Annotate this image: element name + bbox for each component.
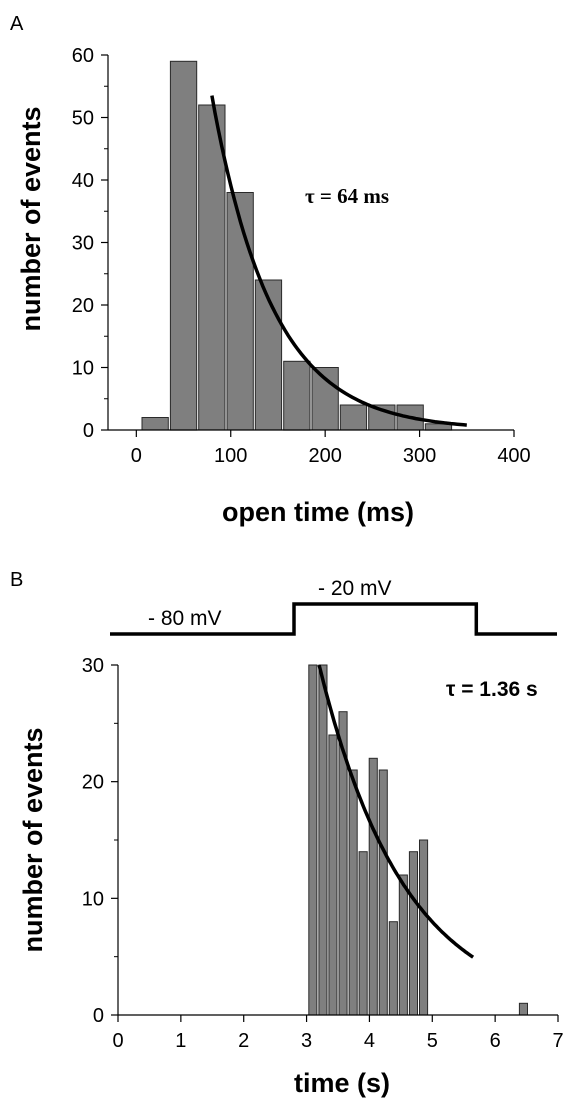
x-tick-label-3: 300 <box>403 445 436 467</box>
x-tick-label-7: 7 <box>552 1030 563 1052</box>
panel-a-fit-curve <box>210 95 467 427</box>
y-tick-label-5: 50 <box>72 108 94 130</box>
bar-11 <box>419 839 429 1016</box>
panel-b-bars <box>308 664 529 1016</box>
panel-b-fit-curve <box>317 664 475 959</box>
x-tick-label-4: 400 <box>497 445 530 467</box>
panel-b-step-voltage-label: - 20 mV <box>318 577 392 600</box>
bar-2 <box>328 734 338 1016</box>
panel-a-x-axis-title: open time (ms) <box>222 497 414 527</box>
x-tick-label-3: 3 <box>301 1030 312 1052</box>
bar-5 <box>358 851 368 1016</box>
panel-b-voltage-protocol-trace <box>110 602 557 636</box>
x-tick-label-6: 6 <box>490 1030 501 1052</box>
bar-0 <box>308 664 318 1016</box>
panel-a: A 0 100 200 300 400 0 10 20 30 40 50 60 τ = 64 ms o… <box>10 13 531 527</box>
panel-b-axes <box>111 664 559 1022</box>
bar-12 <box>518 1002 529 1016</box>
y-tick-label-6: 60 <box>72 45 94 67</box>
y-tick-label-1: 10 <box>82 888 104 910</box>
panel-a-y-axis-title: number of events <box>16 106 46 331</box>
panel-b-y-axis-title: number of events <box>18 727 48 952</box>
y-tick-label-4: 40 <box>72 170 94 192</box>
panel-a-tau-annotation: τ = 64 ms <box>305 184 389 208</box>
bar-1 <box>318 664 328 1016</box>
bar-7 <box>339 404 368 431</box>
x-tick-label-4: 4 <box>364 1030 375 1052</box>
bar-4 <box>348 769 358 1016</box>
panel-b-tick-labels: 0 1 2 3 4 5 6 7 0 10 20 30 <box>82 655 564 1052</box>
bar-1 <box>169 60 198 431</box>
panel-b-tau-annotation: τ = 1.36 s <box>446 678 538 701</box>
x-tick-label-2: 2 <box>238 1030 249 1052</box>
y-tick-label-2: 20 <box>82 772 104 794</box>
y-tick-label-3: 30 <box>72 233 94 255</box>
panel-a-label: A <box>10 13 24 35</box>
y-tick-label-1: 10 <box>72 358 94 380</box>
y-tick-label-2: 20 <box>72 295 94 317</box>
y-tick-label-3: 30 <box>82 655 104 677</box>
bar-0 <box>141 417 169 431</box>
x-tick-label-0: 0 <box>131 445 142 467</box>
x-tick-label-2: 200 <box>308 445 341 467</box>
panel-b-holding-voltage-label: - 80 mV <box>148 607 222 630</box>
bar-4 <box>254 279 283 431</box>
bar-8 <box>388 921 398 1016</box>
panel-a-bars <box>141 60 453 431</box>
x-tick-label-1: 1 <box>175 1030 186 1052</box>
y-tick-label-0: 0 <box>93 1005 104 1027</box>
panel-b-x-axis-title: time (s) <box>294 1068 390 1098</box>
panel-b-label: B <box>10 569 23 591</box>
panel-a-axes <box>101 54 515 437</box>
bar-5 <box>283 360 311 431</box>
bar-9 <box>398 874 408 1016</box>
bar-10 <box>408 851 418 1016</box>
panel-b: B - 80 mV - 20 mV 0 1 2 3 4 5 6 7 0 10 20 30 τ = 1.… <box>10 569 564 1098</box>
x-tick-label-1: 100 <box>214 445 247 467</box>
bar-2 <box>198 104 226 431</box>
y-tick-label-0: 0 <box>83 420 94 442</box>
x-tick-label-5: 5 <box>427 1030 438 1052</box>
bar-7 <box>378 769 388 1016</box>
bar-6 <box>368 757 378 1016</box>
x-tick-label-0: 0 <box>112 1030 123 1052</box>
panel-a-tick-labels: 0 100 200 300 400 0 10 20 30 40 50 60 <box>72 45 531 467</box>
bar-3 <box>226 192 254 431</box>
